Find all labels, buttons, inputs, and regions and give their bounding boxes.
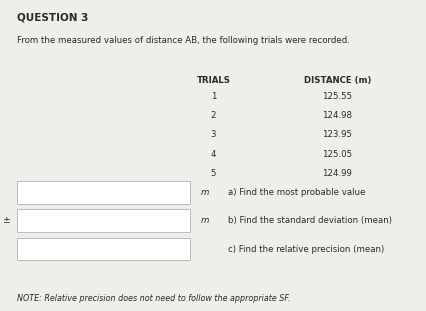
- Text: TRIALS: TRIALS: [196, 76, 230, 85]
- Text: DISTANCE (m): DISTANCE (m): [303, 76, 370, 85]
- Text: 125.55: 125.55: [322, 92, 351, 101]
- Text: m: m: [200, 188, 209, 197]
- Text: 124.98: 124.98: [322, 111, 351, 120]
- Text: b) Find the standard deviation (mean): b) Find the standard deviation (mean): [228, 216, 391, 225]
- Text: ±: ±: [2, 216, 9, 225]
- Text: 3: 3: [210, 130, 216, 139]
- Text: 123.95: 123.95: [322, 130, 351, 139]
- Text: 124.99: 124.99: [322, 169, 351, 178]
- Text: 1: 1: [210, 92, 216, 101]
- Text: 4: 4: [210, 150, 216, 159]
- Bar: [17, 238, 190, 260]
- Text: c) Find the relative precision (mean): c) Find the relative precision (mean): [228, 245, 384, 253]
- Text: 125.05: 125.05: [322, 150, 351, 159]
- Text: From the measured values of distance AB, the following trials were recorded.: From the measured values of distance AB,…: [17, 36, 349, 45]
- Bar: [17, 209, 190, 232]
- Text: m: m: [200, 216, 209, 225]
- Bar: [17, 181, 190, 204]
- Text: a) Find the most probable value: a) Find the most probable value: [228, 188, 365, 197]
- Text: 2: 2: [210, 111, 216, 120]
- Text: QUESTION 3: QUESTION 3: [17, 12, 88, 22]
- Text: NOTE: Relative precision does not need to follow the appropriate SF.: NOTE: Relative precision does not need t…: [17, 294, 290, 303]
- Text: 5: 5: [210, 169, 216, 178]
